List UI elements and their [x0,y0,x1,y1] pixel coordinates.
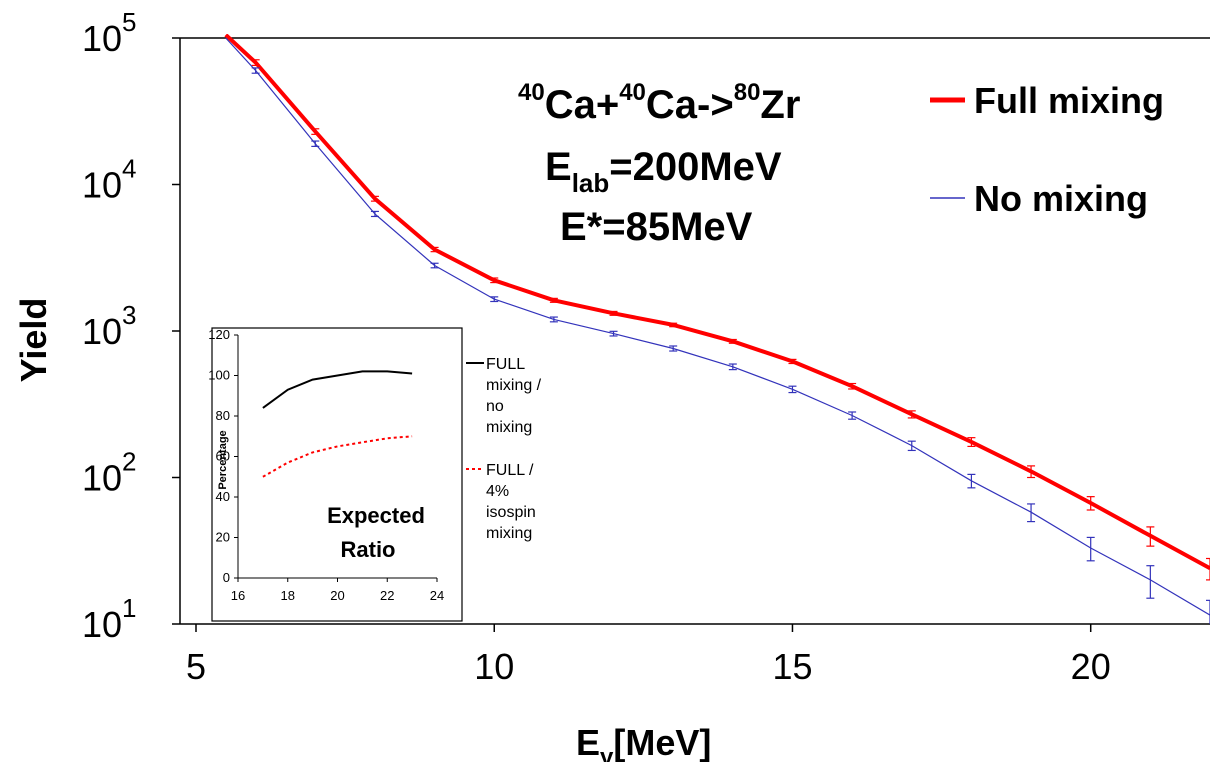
inset-y-tick-label: 80 [216,408,230,423]
inset-y-tick-label: 40 [216,489,230,504]
inset-x-tick-label: 16 [231,588,245,603]
x-tick-label: 20 [1071,646,1111,687]
x-tick-labels: 5 10 15 20 [186,646,1111,687]
inset-y-tick-labels: 0 20 40 60 80 100 120 [208,327,230,585]
inset-y-tick-label: 0 [223,570,230,585]
y-axis-label: Yield [13,298,54,383]
inset-series-full-vs-no [262,370,413,409]
tick-marks [172,37,1092,632]
y-tick-label: 102 [82,447,137,499]
inset-x-tick-label: 22 [380,588,394,603]
x-tick-label: 5 [186,646,206,687]
inset-legend-label-full-vs-no-4: mixing [486,419,532,436]
inset-y-tick-label: 20 [216,530,230,545]
x-tick-label: 10 [474,646,514,687]
legend: Full mixing No mixing [930,80,1164,219]
legend-label-full-mixing: Full mixing [974,80,1164,121]
series-group [224,34,1210,624]
inset-legend-label-full-vs-4pct-4: mixing [486,525,532,542]
y-tick-label: 105 [82,7,137,59]
reaction-annotation: 40Ca+40Ca->80Zr [518,79,800,127]
series-line [224,34,1210,571]
inset-legend: FULL mixing / no mixing FULL / 4% isospi… [466,356,542,542]
inset-ratio-chart: 16 18 20 22 24 0 20 40 60 80 100 120 Percentage Ex… [208,327,463,622]
y-tick-label: 101 [82,593,137,645]
series-no-mixing [225,37,1210,624]
x-axis-label: Eγ[MeV] [576,722,711,762]
series-full-mixing [224,34,1210,581]
elab-annotation: Elab=200MeV [545,145,782,198]
inset-y-tick-label: 60 [216,449,230,464]
inset-x-tick-label: 18 [281,588,295,603]
estar-annotation: E*=85MeV [560,205,753,249]
inset-x-tick-labels: 16 18 20 22 24 [231,588,444,603]
inset-legend-label-full-vs-4pct-1: FULL / [486,462,534,479]
inset-y-axis-label: Percentage [217,430,229,489]
inset-legend-label-full-vs-no-2: mixing / [486,377,542,394]
y-tick-label: 103 [82,300,137,352]
inset-x-tick-label: 20 [330,588,344,603]
inset-note-line-2: Ratio [341,537,396,562]
series-line [225,37,1210,616]
inset-legend-label-full-vs-no-1: FULL [486,356,525,373]
inset-x-tick-label: 24 [430,588,444,603]
inset-y-tick-label: 120 [208,327,230,342]
inset-tick-marks [234,334,438,582]
inset-series-group [262,370,413,478]
inset-y-tick-label: 100 [208,368,230,383]
y-tick-labels: 101 102 103 104 105 [82,7,137,645]
legend-label-no-mixing: No mixing [974,178,1148,219]
inset-legend-label-full-vs-4pct-3: isospin [486,504,536,521]
inset-legend-label-full-vs-no-3: no [486,398,504,415]
inset-note-line-1: Expected [327,503,425,528]
inset-frame [211,327,463,622]
inset-legend-label-full-vs-4pct-2: 4% [486,483,509,500]
x-tick-label: 15 [772,646,812,687]
y-tick-label: 104 [82,154,137,206]
